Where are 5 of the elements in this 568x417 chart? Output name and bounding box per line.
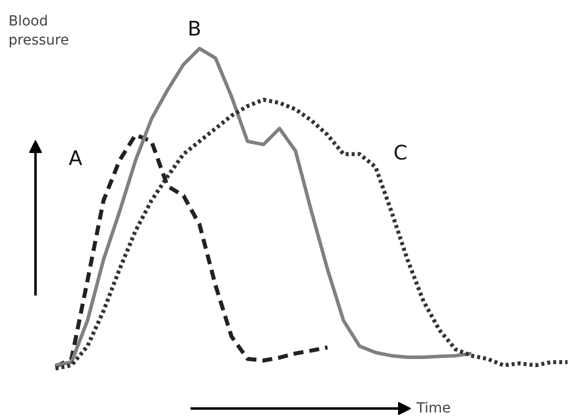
- series-label: C: [394, 140, 408, 165]
- series-label: A: [68, 146, 83, 170]
- y-axis-title: Blood pressure: [8, 14, 69, 49]
- series-label: B: [188, 16, 202, 40]
- x-axis-title: Time: [416, 400, 451, 416]
